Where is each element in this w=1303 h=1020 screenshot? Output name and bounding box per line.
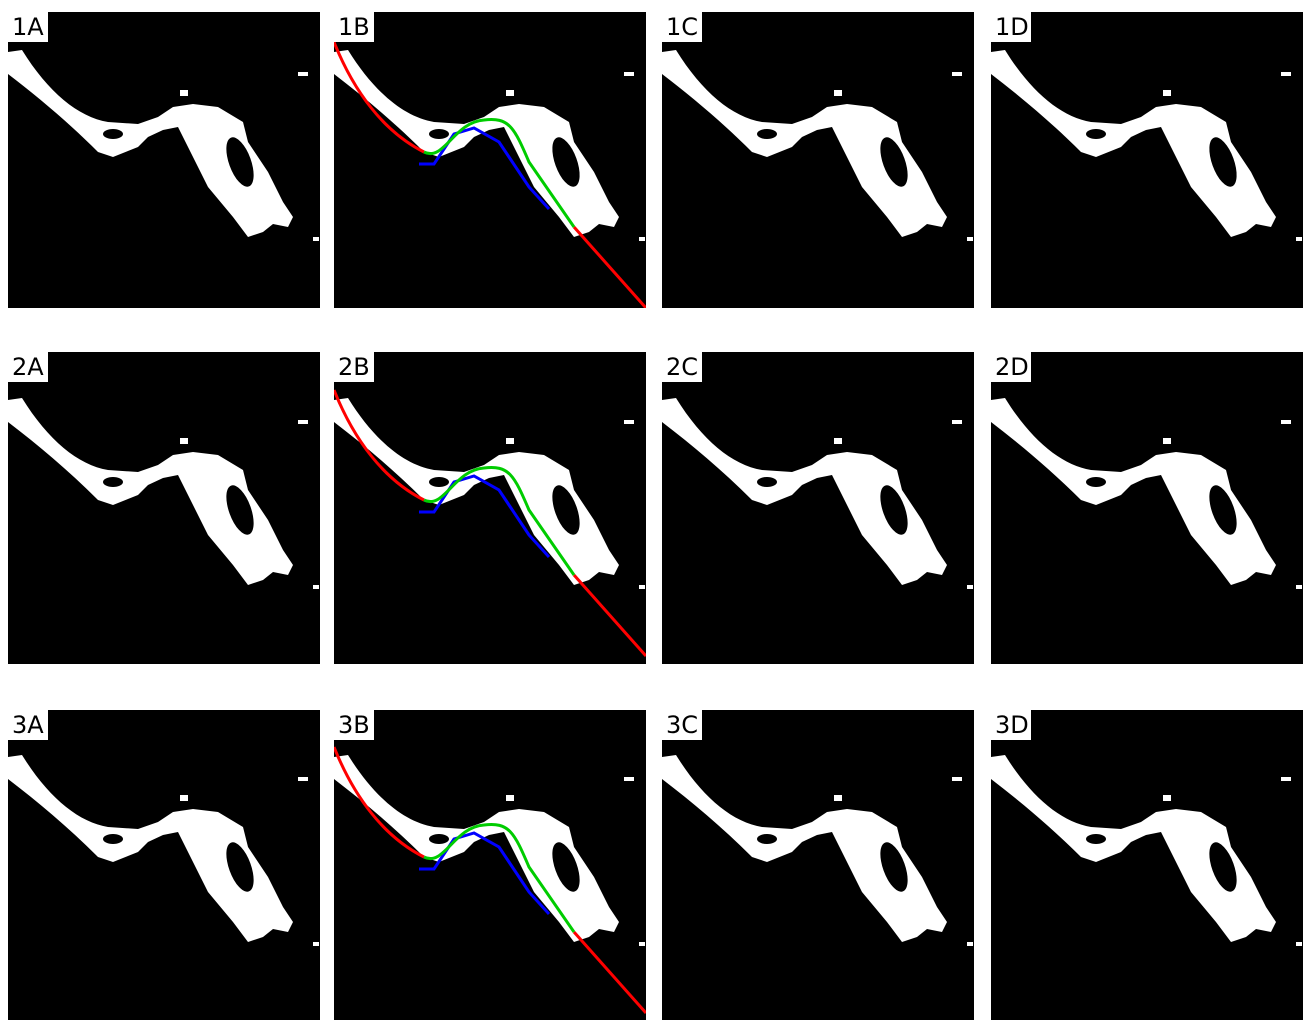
panel-background xyxy=(662,12,974,308)
panel: 1C xyxy=(662,12,974,308)
label-background xyxy=(662,352,702,382)
panel: 2C xyxy=(662,352,974,664)
panel-background xyxy=(662,352,974,664)
panel-background xyxy=(991,710,1303,1020)
panel-label: 2B xyxy=(338,353,370,381)
label-background xyxy=(991,352,1031,382)
panel-label: 2A xyxy=(12,353,44,381)
panel-label: 2C xyxy=(666,353,698,381)
label-background xyxy=(8,352,48,382)
label-background xyxy=(8,12,48,42)
panel: 1B xyxy=(334,12,646,308)
panel-label: 2D xyxy=(995,353,1029,381)
label-background xyxy=(662,12,702,42)
label-background xyxy=(334,352,374,382)
label-background xyxy=(662,710,702,740)
panel-background xyxy=(334,352,646,664)
panel-label: 1B xyxy=(338,13,370,41)
panel-label: 3A xyxy=(12,711,44,739)
panel: 1D xyxy=(991,12,1303,308)
panel: 3B xyxy=(334,710,646,1020)
panel-background xyxy=(334,12,646,308)
panel: 3A xyxy=(8,710,320,1020)
label-background xyxy=(334,710,374,740)
panel-background xyxy=(8,12,320,308)
panel: 2D xyxy=(991,352,1303,664)
panel-background xyxy=(8,710,320,1020)
panel: 3D xyxy=(991,710,1303,1020)
panel-background xyxy=(991,352,1303,664)
panel-background xyxy=(334,710,646,1020)
panel: 2B xyxy=(334,352,646,664)
panel-background xyxy=(8,352,320,664)
panel: 2A xyxy=(8,352,320,664)
panel-label: 3C xyxy=(666,711,698,739)
panel: 1A xyxy=(8,12,320,308)
panel-label: 3B xyxy=(338,711,370,739)
panel-label: 1A xyxy=(12,13,44,41)
label-background xyxy=(334,12,374,42)
panel-background xyxy=(991,12,1303,308)
label-background xyxy=(991,710,1031,740)
panel-label: 3D xyxy=(995,711,1029,739)
label-background xyxy=(8,710,48,740)
panel-label: 1D xyxy=(995,13,1029,41)
panel-label: 1C xyxy=(666,13,698,41)
panel-background xyxy=(662,710,974,1020)
label-background xyxy=(991,12,1031,42)
panel: 3C xyxy=(662,710,974,1020)
